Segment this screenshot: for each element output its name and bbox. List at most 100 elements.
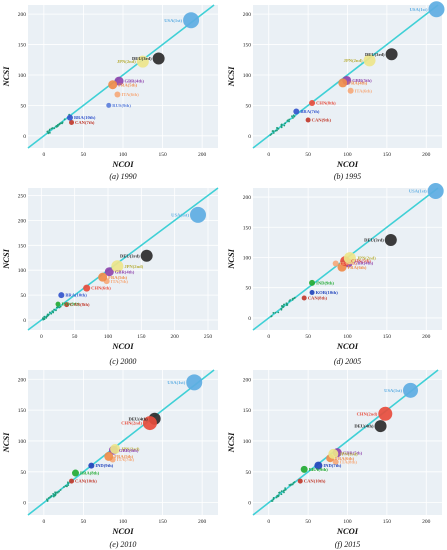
data-point xyxy=(282,490,285,492)
data-point xyxy=(278,491,280,494)
data-point xyxy=(384,233,397,246)
x-axis-title: NCOI xyxy=(336,159,359,169)
data-point xyxy=(98,272,108,282)
data-point xyxy=(293,115,296,118)
diagonal-line xyxy=(27,187,219,331)
y-tick-label: 150 xyxy=(243,408,252,414)
x-tick-label: 100 xyxy=(119,519,128,525)
y-tick-label: 0 xyxy=(23,318,26,324)
data-point xyxy=(58,306,61,309)
data-point xyxy=(332,260,339,267)
x-tick-label: 50 xyxy=(305,334,311,340)
data-point xyxy=(59,122,62,125)
point-label: ITA(7th) xyxy=(340,261,358,266)
point-label: USA(1st) xyxy=(410,7,428,12)
y-tick-label: 250 xyxy=(18,193,27,199)
point-label: USA(1st) xyxy=(384,388,402,393)
data-point xyxy=(67,484,70,487)
data-point xyxy=(63,118,66,121)
y-axis-title: NCSI xyxy=(226,66,236,88)
x-tick-label: 200 xyxy=(422,152,431,158)
data-point xyxy=(288,118,291,121)
x-tick-label: 200 xyxy=(198,152,207,158)
data-point xyxy=(385,48,398,61)
point-label: DEU(3rd) xyxy=(365,52,385,57)
point-label: CHN(2nd) xyxy=(357,411,378,416)
data-point xyxy=(47,497,50,499)
y-axis-title: NCSI xyxy=(226,248,236,270)
x-tick-label: 200 xyxy=(422,519,431,525)
chart-panel-1: USA(1st) DEU(3rd)JPN(2nd) GBR(5th)FRA(4th)… xyxy=(226,1,445,181)
data-point xyxy=(47,314,50,317)
data-point xyxy=(291,297,294,300)
x-tick-label: 0 xyxy=(42,519,45,525)
data-point xyxy=(328,448,339,459)
point-label: CHN(5th) xyxy=(351,259,371,264)
y-tick-label: 50 xyxy=(246,470,252,476)
x-tick-label: 150 xyxy=(383,334,392,340)
y-tick-label: 0 xyxy=(248,316,251,322)
data-point xyxy=(270,315,273,318)
data-point xyxy=(59,489,62,491)
y-tick-label: 150 xyxy=(243,43,252,49)
point-label: FRA(5th) xyxy=(114,454,133,459)
point-label: DEU(3rd) xyxy=(364,238,384,243)
data-point xyxy=(293,481,296,483)
y-axis-title: NCSI xyxy=(1,432,11,454)
data-point xyxy=(142,416,157,431)
x-tick-label: 0 xyxy=(42,152,45,158)
x-tick-label: 150 xyxy=(158,152,167,158)
data-point xyxy=(363,54,376,67)
point-label: JPN(2nd) xyxy=(124,264,143,269)
data-point xyxy=(72,469,79,477)
y-tick-label: 50 xyxy=(246,103,252,109)
data-point xyxy=(45,315,48,318)
point-label: CHN(6th) xyxy=(91,286,111,291)
data-point xyxy=(292,114,295,117)
point-label: FRA(6th) xyxy=(335,456,354,461)
data-point xyxy=(69,478,75,484)
data-point xyxy=(284,122,287,125)
data-point xyxy=(374,420,387,433)
point-label: CAN(7th) xyxy=(75,120,95,125)
data-point xyxy=(50,312,53,315)
x-tick-label: 150 xyxy=(158,519,167,525)
data-point xyxy=(46,498,48,501)
data-point xyxy=(277,127,280,130)
data-point xyxy=(64,302,70,308)
x-axis-title: NCOI xyxy=(111,159,134,169)
data-point xyxy=(50,495,53,498)
point-label: CAN(9th) xyxy=(312,118,332,123)
x-tick-label: 0 xyxy=(267,152,270,158)
data-point xyxy=(343,252,356,265)
data-point xyxy=(106,102,112,108)
data-point xyxy=(43,315,46,318)
point-label: BRA(10th) xyxy=(74,115,96,120)
data-point xyxy=(66,481,69,484)
data-point xyxy=(280,125,283,127)
data-point xyxy=(51,310,54,313)
point-label: CAN(10th) xyxy=(75,479,97,484)
y-tick-label: 100 xyxy=(18,73,27,79)
data-point xyxy=(272,498,275,501)
y-tick-label: 150 xyxy=(18,43,27,49)
point-label: CHN(2nd) xyxy=(121,421,142,426)
x-tick-label: 100 xyxy=(104,334,113,340)
data-point xyxy=(66,114,73,121)
y-axis-title: NCSI xyxy=(226,432,236,454)
chart-panel-2: USA(1st) DEU(3rd) JPN(2nd)GBR(4th)FRA(5th)… xyxy=(1,187,219,366)
data-point xyxy=(190,206,206,223)
point-label: JPN(2nd) xyxy=(117,59,136,64)
x-tick-label: 200 xyxy=(171,334,180,340)
data-point xyxy=(61,121,64,124)
data-point xyxy=(272,130,275,133)
data-point xyxy=(291,115,293,118)
point-label: USA(1st) xyxy=(171,213,189,218)
point-label: DEU(4th) xyxy=(129,416,149,421)
y-tick-label: 50 xyxy=(246,286,252,292)
point-label: GBR(5th) xyxy=(352,78,372,83)
data-point xyxy=(55,301,61,307)
data-point xyxy=(46,499,49,502)
data-point xyxy=(56,491,58,494)
